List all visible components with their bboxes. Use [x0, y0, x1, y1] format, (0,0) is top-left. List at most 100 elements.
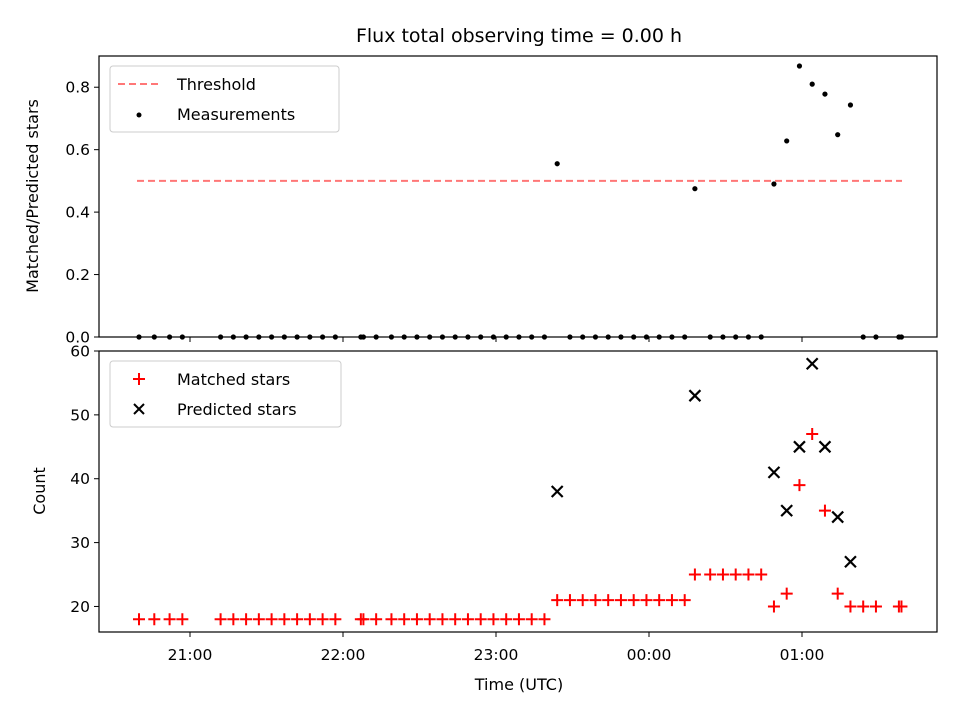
- count-panel-frame: [98, 350, 938, 633]
- count-legend: Matched stars Predicted stars: [109, 360, 342, 428]
- measurement-point: [809, 81, 815, 87]
- matched-star-point: [793, 479, 806, 492]
- y-tick-label: 30: [70, 534, 90, 552]
- predicted-star-point: [780, 504, 793, 517]
- matched-star-point: [512, 613, 525, 626]
- matched-star-point: [436, 613, 449, 626]
- matched-star-point: [551, 594, 564, 607]
- matched-star-point: [780, 587, 793, 600]
- matched-star-point: [895, 600, 908, 613]
- predicted-star-point: [831, 510, 844, 524]
- matched-star-point: [398, 613, 411, 626]
- matched-star-point: [755, 568, 768, 581]
- matched-star-point: [278, 613, 291, 626]
- measurement-point: [822, 91, 828, 97]
- matched-star-point: [614, 594, 627, 607]
- matched-star-point: [525, 613, 538, 626]
- matched-star-point: [423, 613, 436, 626]
- matched-star-point: [665, 594, 678, 607]
- ratio-panel: 0.00.20.40.60.8 Matched/Predicted stars …: [23, 55, 938, 347]
- matched-star-point: [742, 568, 755, 581]
- matched-star-point: [449, 613, 462, 626]
- x-tick-label: 00:00: [627, 646, 672, 664]
- matched-star-point: [316, 613, 329, 626]
- matched-star-point: [688, 568, 701, 581]
- matched-star-point: [640, 594, 653, 607]
- matched-star-point: [844, 600, 857, 613]
- matched-star-point: [214, 613, 227, 626]
- matched-star-point: [576, 594, 589, 607]
- matched-legend-label: Matched stars: [177, 370, 290, 389]
- predicted-star-point: [550, 485, 564, 498]
- matched-star-point: [461, 613, 474, 626]
- matched-star-point: [291, 613, 304, 626]
- y-tick-label: 60: [70, 343, 90, 361]
- matched-star-point: [474, 613, 487, 626]
- measurement-point: [847, 102, 854, 108]
- matched-star-point: [704, 568, 717, 581]
- measurements-legend-label: Measurements: [177, 105, 295, 124]
- chart-title: Flux total observing time = 0.00 h: [356, 25, 682, 47]
- matched-star-point: [716, 568, 729, 581]
- y-tick-label: 0.6: [65, 141, 90, 159]
- matched-star-point: [265, 613, 278, 626]
- matched-star-point: [653, 594, 666, 607]
- matched-star-point: [176, 613, 189, 626]
- matched-star-point: [370, 613, 383, 626]
- predicted-legend-swatch: [133, 403, 145, 415]
- y-tick-label: 0.8: [65, 79, 90, 97]
- predicted-star-point: [688, 389, 702, 402]
- measurement-point: [784, 138, 790, 144]
- matched-star-point: [357, 613, 370, 626]
- matched-star-point: [252, 613, 265, 626]
- matched-star-point: [818, 504, 831, 517]
- matched-star-point: [869, 600, 882, 613]
- threshold-legend-label: Threshold: [176, 75, 256, 94]
- measurement-point: [835, 132, 841, 138]
- measurement-point: [771, 181, 777, 187]
- y-tick-label: 20: [70, 598, 90, 616]
- ratio-legend: Threshold Measurements: [109, 65, 340, 133]
- matched-star-point: [163, 613, 176, 626]
- matched-star-point: [240, 613, 253, 626]
- matched-star-point: [589, 594, 602, 607]
- measurement-point: [692, 186, 698, 192]
- matched-star-point: [678, 594, 691, 607]
- y-tick-label: 50: [70, 406, 90, 424]
- predicted-star-point: [793, 440, 806, 454]
- matched-star-point: [806, 428, 819, 441]
- matched-star-point: [148, 613, 161, 626]
- predicted-star-point: [805, 357, 819, 371]
- matched-star-point: [767, 600, 780, 613]
- matched-star-point: [410, 613, 423, 626]
- y-tick-label: 40: [70, 470, 90, 488]
- y-tick-label: 0.0: [65, 329, 90, 347]
- measurement-point: [796, 63, 803, 69]
- y-tick-label: 0.4: [65, 204, 90, 222]
- x-tick-label: 22:00: [321, 646, 366, 664]
- predicted-star-point: [767, 466, 781, 479]
- x-tick-label: 23:00: [474, 646, 519, 664]
- predicted-legend-label: Predicted stars: [177, 400, 297, 419]
- matched-star-point: [563, 594, 576, 607]
- count-panel-ylabel: Count: [30, 467, 49, 515]
- matched-star-point: [329, 613, 342, 626]
- matched-star-point: [227, 613, 240, 626]
- y-tick-label: 0.2: [65, 266, 90, 284]
- ratio-panel-frame: [98, 55, 938, 338]
- measurements-legend-swatch: [136, 112, 142, 118]
- matched-legend-swatch: [133, 373, 145, 385]
- predicted-star-point: [844, 555, 857, 569]
- matched-star-point: [500, 613, 513, 626]
- count-legend-box: [109, 360, 342, 428]
- measurement-point: [554, 161, 560, 167]
- x-tick-label: 01:00: [780, 646, 825, 664]
- matched-star-point: [133, 613, 145, 626]
- matched-star-point: [602, 594, 615, 607]
- matched-star-point: [487, 613, 500, 626]
- matched-star-point: [857, 600, 870, 613]
- matched-star-point: [385, 613, 398, 626]
- matched-star-point: [303, 613, 316, 626]
- predicted-star-point: [818, 440, 832, 454]
